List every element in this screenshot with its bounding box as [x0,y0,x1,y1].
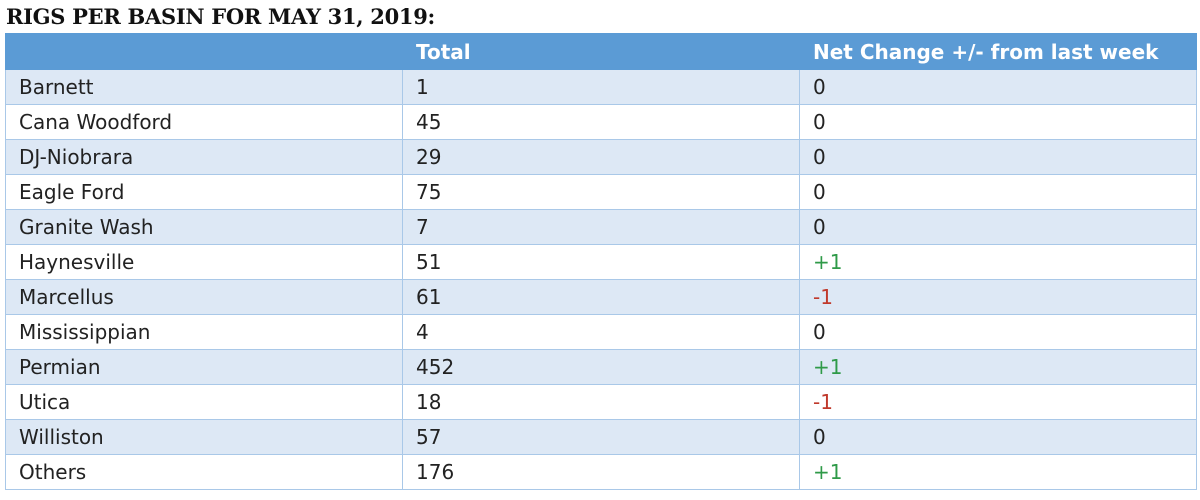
table-row: Barnett 1 0 [5,69,1197,105]
net-change: 0 [799,209,1197,245]
table-row: Eagle Ford 75 0 [5,174,1197,210]
rig-total: 18 [402,384,800,420]
basin-name: Cana Woodford [5,104,403,140]
rig-table: Total Net Change +/- from last week Barn… [5,33,1197,490]
table-row: Williston 57 0 [5,419,1197,455]
table-row: Marcellus 61 -1 [5,279,1197,315]
table-row: Mississippian 4 0 [5,314,1197,350]
basin-name: Barnett [5,69,403,105]
title: RIGS PER BASIN FOR MAY 31, 2019: [6,4,435,29]
rig-total: 176 [402,454,800,490]
rig-total: 29 [402,139,800,175]
rig-total: 7 [402,209,800,245]
rig-total: 1 [402,69,800,105]
table-body: Barnett 1 0 Cana Woodford 45 0 DJ-Niobrara 29 0 E… [5,69,1197,490]
net-change: +1 [799,349,1197,385]
net-change: 0 [799,69,1197,105]
net-change: 0 [799,104,1197,140]
table-row: DJ-Niobrara 29 0 [5,139,1197,175]
rig-total: 51 [402,244,800,280]
table-header: Total Net Change +/- from last week [5,33,1197,70]
rig-total: 61 [402,279,800,315]
basin-name: Granite Wash [5,209,403,245]
net-change: 0 [799,139,1197,175]
header-cell: Total [402,33,800,70]
net-change: 0 [799,174,1197,210]
net-change: 0 [799,314,1197,350]
net-change: 0 [799,419,1197,455]
table-row: Utica 18 -1 [5,384,1197,420]
net-change: +1 [799,454,1197,490]
basin-name: Haynesville [5,244,403,280]
basin-name: Eagle Ford [5,174,403,210]
rig-total: 452 [402,349,800,385]
table-row: Granite Wash 7 0 [5,209,1197,245]
rig-total: 45 [402,104,800,140]
basin-name: Others [5,454,403,490]
basin-name: Mississippian [5,314,403,350]
header-row: Total Net Change +/- from last week [5,33,1197,70]
basin-name: Permian [5,349,403,385]
table-row: Haynesville 51 +1 [5,244,1197,280]
table-row: Others 176 +1 [5,454,1197,490]
basin-name: DJ-Niobrara [5,139,403,175]
basin-name: Williston [5,419,403,455]
table-row: Cana Woodford 45 0 [5,104,1197,140]
net-change: +1 [799,244,1197,280]
rig-total: 75 [402,174,800,210]
net-change: -1 [799,384,1197,420]
rig-total: 4 [402,314,800,350]
header-cell [5,33,403,70]
basin-name: Utica [5,384,403,420]
rig-total: 57 [402,419,800,455]
net-change: -1 [799,279,1197,315]
basin-name: Marcellus [5,279,403,315]
table-row: Permian 452 +1 [5,349,1197,385]
header-cell: Net Change +/- from last week [799,33,1197,70]
